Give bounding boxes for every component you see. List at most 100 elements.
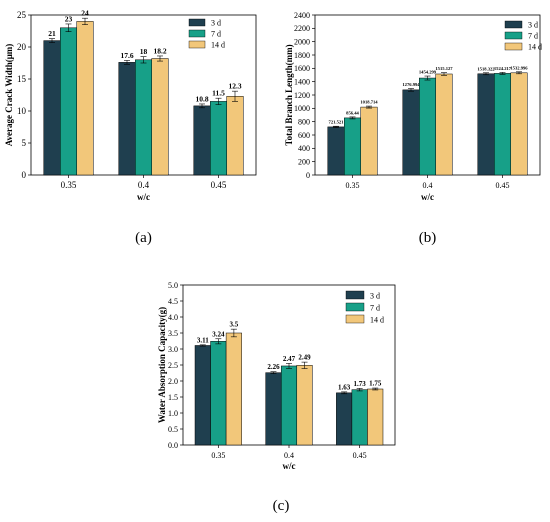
y-tick-label: 25 bbox=[17, 10, 27, 20]
data-label: 23 bbox=[65, 14, 73, 23]
y-tick-label: 4.0 bbox=[168, 313, 178, 322]
panel-label: (c) bbox=[273, 498, 290, 514]
data-label: 11.5 bbox=[212, 89, 225, 98]
data-label: 1018.714 bbox=[360, 100, 378, 105]
legend-label: 3 d bbox=[370, 292, 380, 301]
y-tick-label: 5 bbox=[22, 138, 27, 148]
y-tick-label: 200 bbox=[298, 157, 310, 166]
data-label: 21 bbox=[48, 29, 56, 38]
bar bbox=[360, 106, 378, 176]
legend-swatch bbox=[504, 31, 523, 40]
bar bbox=[336, 392, 353, 446]
bar bbox=[296, 365, 313, 446]
x-axis-label: w/c bbox=[421, 192, 434, 202]
data-label: 3.11 bbox=[197, 336, 209, 344]
bar bbox=[419, 77, 436, 176]
y-tick-label: 1400 bbox=[294, 77, 310, 86]
y-tick-label: 400 bbox=[298, 144, 310, 153]
y-tick-label: 4.5 bbox=[168, 297, 178, 306]
data-label: 12.3 bbox=[228, 82, 241, 91]
bar bbox=[477, 73, 495, 176]
y-tick-label: 10 bbox=[17, 106, 27, 116]
y-tick-label: 0 bbox=[22, 170, 27, 180]
x-tick-label: 0.35 bbox=[61, 180, 77, 190]
legend-swatch bbox=[345, 302, 365, 312]
panel-label: (b) bbox=[419, 230, 437, 246]
x-tick-label: 0.45 bbox=[496, 181, 510, 190]
bar bbox=[225, 332, 242, 446]
x-axis-label: w/c bbox=[283, 461, 296, 471]
data-label: 10.8 bbox=[195, 94, 208, 103]
y-axis-label: Water Absorption Capacity(g) bbox=[157, 307, 167, 423]
data-label: 17.6 bbox=[120, 51, 133, 60]
bar bbox=[43, 40, 61, 176]
legend-label: 14 d bbox=[528, 43, 542, 52]
legend-swatch bbox=[188, 40, 206, 49]
y-tick-label: 2200 bbox=[294, 24, 310, 33]
x-tick-label: 0.4 bbox=[423, 181, 433, 190]
data-label: 3.5 bbox=[230, 321, 239, 329]
bar bbox=[135, 59, 152, 176]
legend-swatch bbox=[345, 290, 365, 300]
y-tick-label: 0 bbox=[306, 171, 310, 180]
y-tick-label: 0.5 bbox=[168, 425, 178, 434]
chart-panel-c: 0.0 0.5 1.0 1.5 2.0 2.5 3.0 3.5 4.0 4.5 5.0 0.35 0.4… bbox=[157, 281, 396, 514]
data-label: 1518.322 bbox=[477, 66, 495, 71]
y-axis-label: Total Branch Length(mm) bbox=[284, 44, 294, 145]
y-tick-label: 0.0 bbox=[168, 441, 178, 450]
bar bbox=[327, 126, 345, 176]
chart-panel-b: 0 200 400 600 800 1000 1200 1400 1600 1800 2000 220… bbox=[284, 11, 542, 246]
legend-label: 3 d bbox=[211, 19, 221, 28]
y-tick-label: 5.0 bbox=[168, 281, 178, 290]
bar bbox=[402, 89, 420, 176]
data-label: 721.521 bbox=[329, 120, 345, 125]
y-tick-label: 2400 bbox=[294, 11, 310, 20]
y-tick-label: 3.0 bbox=[168, 345, 178, 354]
data-label: 1.73 bbox=[354, 380, 367, 388]
legend-swatch bbox=[504, 42, 523, 51]
y-tick-label: 2.5 bbox=[168, 361, 178, 370]
y-tick-label: 2000 bbox=[294, 37, 310, 46]
legend-label: 7 d bbox=[211, 30, 221, 39]
data-label: 1524.217 bbox=[494, 66, 512, 71]
x-tick-label: 0.4 bbox=[138, 180, 150, 190]
bar bbox=[265, 372, 282, 446]
bar bbox=[226, 96, 244, 176]
legend-label: 7 d bbox=[370, 304, 380, 313]
data-label: 2.49 bbox=[298, 354, 311, 362]
data-label: 1.75 bbox=[369, 380, 382, 388]
bar bbox=[76, 21, 94, 176]
y-tick-label: 3.5 bbox=[168, 329, 178, 338]
legend-label: 14 d bbox=[211, 41, 225, 50]
legend-label: 14 d bbox=[370, 316, 384, 325]
legend-swatch bbox=[188, 29, 206, 38]
y-tick-label: 800 bbox=[298, 117, 310, 126]
chart-panel-a: 0 5 10 15 20 25 0.35 0.4 0.45 21 17.6 10.8 23 18 11.5 2… bbox=[4, 9, 257, 246]
bar bbox=[351, 389, 368, 446]
legend-swatch bbox=[504, 20, 523, 29]
data-label: 1276.994 bbox=[402, 82, 420, 87]
y-tick-label: 15 bbox=[17, 74, 27, 84]
x-tick-label: 0.45 bbox=[211, 180, 227, 190]
data-label: 2.26 bbox=[267, 363, 280, 371]
bar bbox=[280, 365, 298, 446]
bar bbox=[194, 345, 211, 446]
x-tick-label: 0.4 bbox=[284, 451, 294, 460]
x-tick-label: 0.35 bbox=[211, 451, 225, 460]
y-tick-label: 20 bbox=[17, 42, 27, 52]
legend-label: 3 d bbox=[528, 21, 538, 30]
data-label: 1454.299 bbox=[419, 70, 437, 75]
y-tick-label: 1000 bbox=[294, 104, 310, 113]
bar bbox=[510, 72, 528, 176]
data-label: 3.24 bbox=[212, 330, 225, 338]
y-tick-label: 1.0 bbox=[168, 409, 178, 418]
bar bbox=[210, 101, 227, 176]
y-tick-label: 1600 bbox=[294, 64, 310, 73]
legend-swatch bbox=[188, 18, 206, 27]
y-tick-label: 1.5 bbox=[168, 393, 178, 402]
data-label: 856.44 bbox=[346, 110, 359, 115]
bar bbox=[367, 388, 384, 446]
bar bbox=[193, 105, 211, 176]
data-label: 1515.127 bbox=[435, 66, 453, 71]
